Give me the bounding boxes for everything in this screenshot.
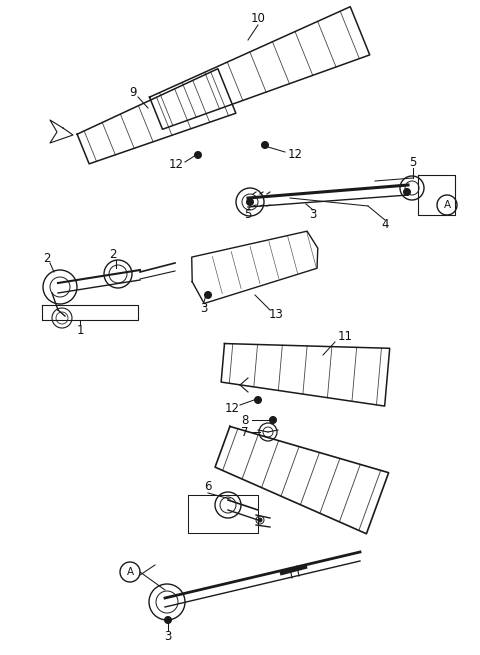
Text: 12: 12 — [168, 159, 183, 172]
Circle shape — [258, 518, 262, 522]
Circle shape — [204, 291, 212, 299]
Text: 3: 3 — [200, 301, 208, 314]
Text: 3: 3 — [164, 629, 172, 643]
Text: 5: 5 — [244, 208, 252, 221]
Circle shape — [165, 616, 171, 624]
Circle shape — [262, 141, 268, 149]
Text: 9: 9 — [129, 86, 137, 98]
Text: 3: 3 — [309, 208, 317, 221]
Text: 5: 5 — [409, 155, 417, 168]
Text: 11: 11 — [337, 331, 352, 343]
Text: A: A — [126, 567, 133, 577]
Text: 12: 12 — [225, 402, 240, 415]
Text: 8: 8 — [241, 413, 249, 426]
Text: 13: 13 — [269, 309, 283, 322]
Text: A: A — [444, 200, 451, 210]
Text: 6: 6 — [204, 481, 212, 493]
Text: 1: 1 — [76, 324, 84, 337]
Circle shape — [247, 198, 253, 206]
Text: 12: 12 — [288, 149, 302, 162]
Circle shape — [194, 151, 202, 159]
Text: 2: 2 — [43, 252, 51, 265]
Text: 2: 2 — [109, 248, 117, 261]
Text: 4: 4 — [381, 219, 389, 231]
Circle shape — [269, 417, 276, 424]
Text: 10: 10 — [251, 12, 265, 24]
Text: 7: 7 — [241, 426, 249, 438]
Circle shape — [254, 396, 262, 403]
Circle shape — [404, 189, 410, 195]
